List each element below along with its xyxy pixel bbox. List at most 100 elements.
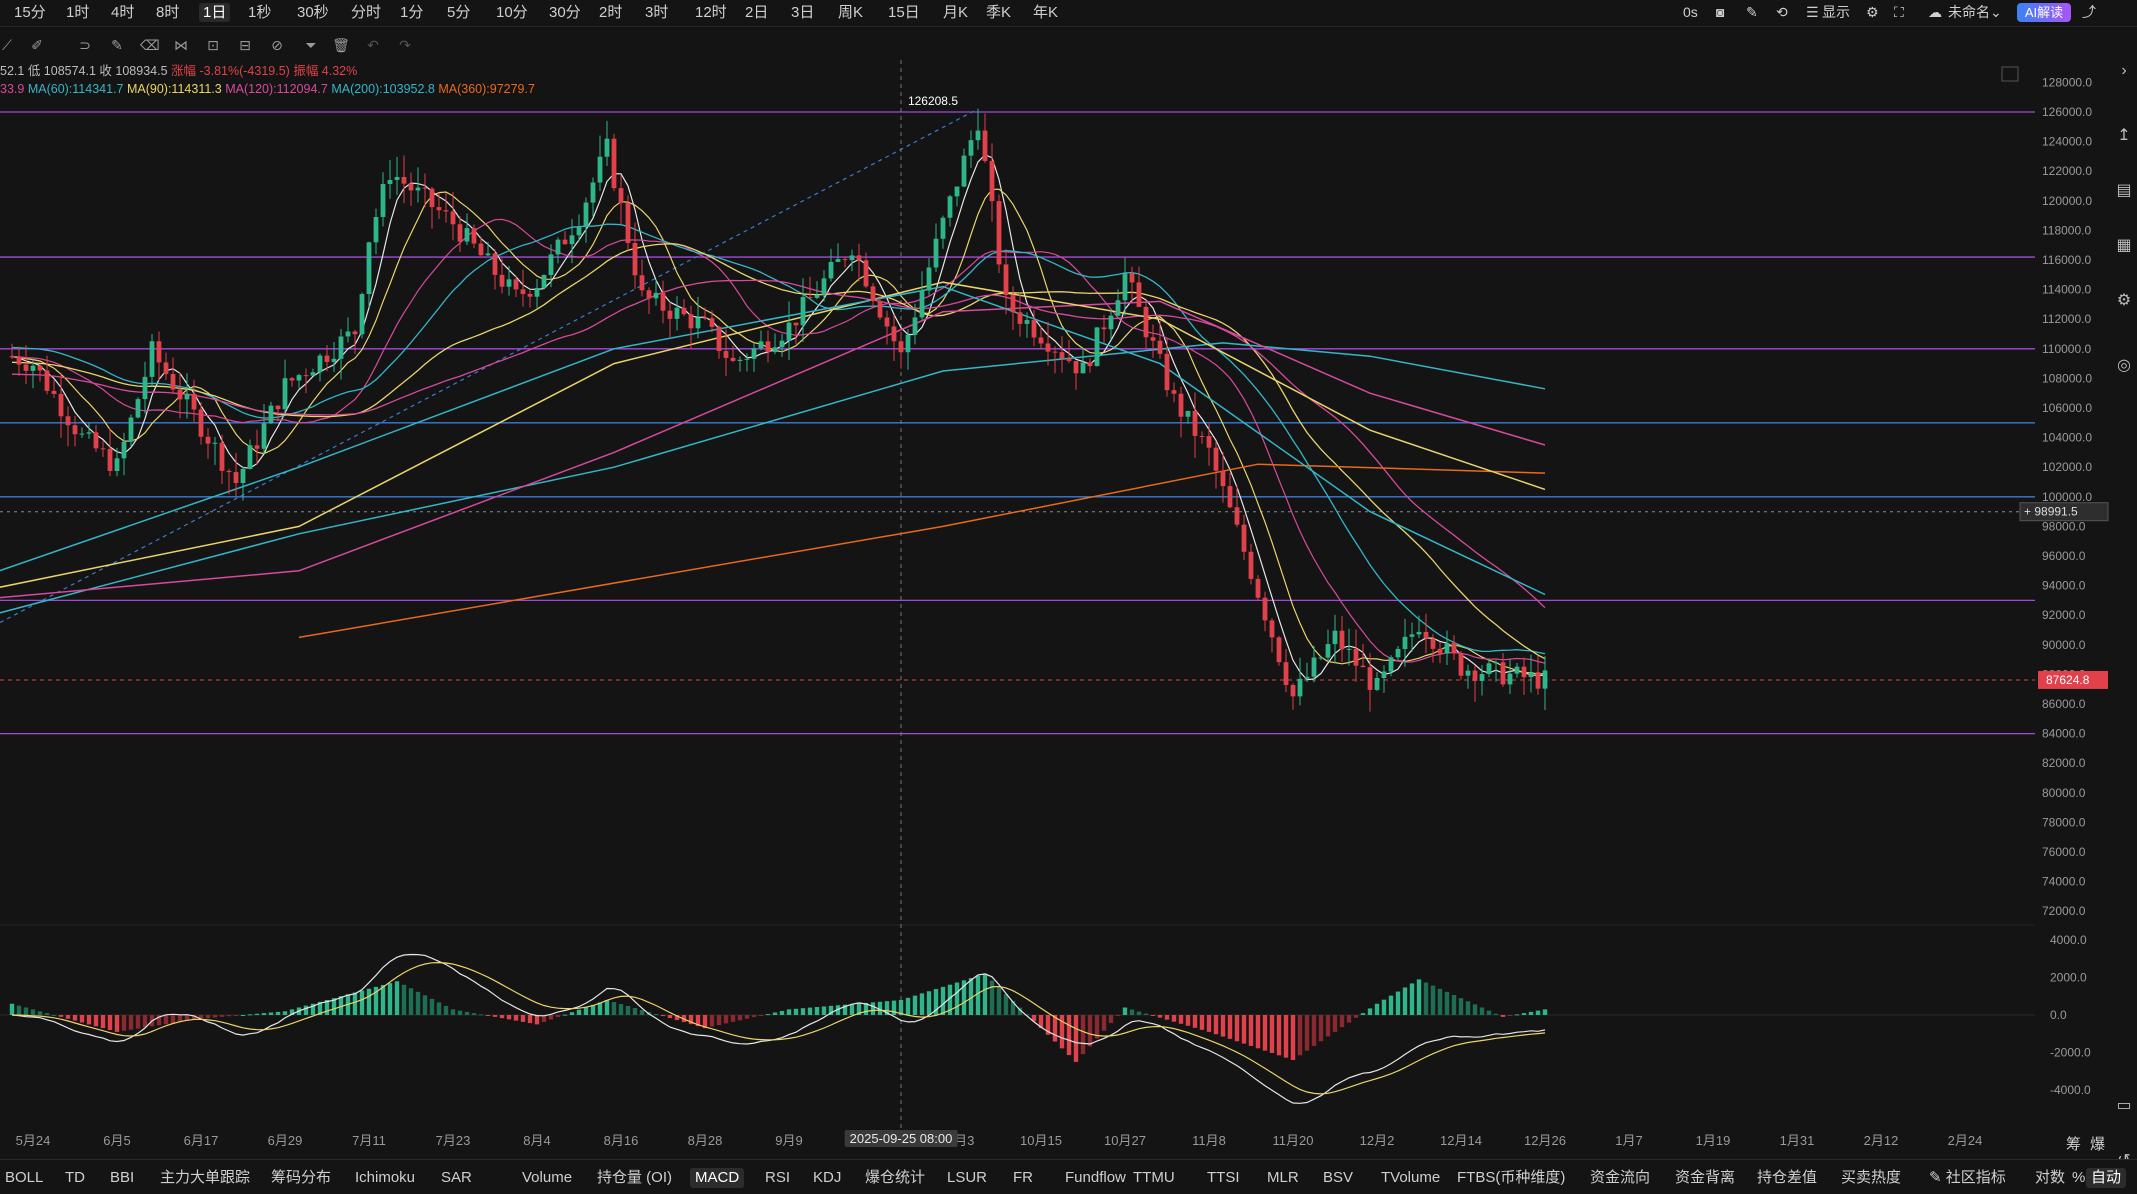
eraser-tool-icon[interactable]: ⌫ — [140, 37, 160, 53]
side-arrow-icon[interactable]: ↥ — [2117, 127, 2131, 144]
pen-tool-icon[interactable]: ✎ — [111, 37, 123, 53]
indicator-12[interactable]: 爆仓统计 — [865, 1169, 926, 1186]
indicator-5[interactable]: Ichimoku — [355, 1169, 416, 1186]
indicator-16[interactable]: TTMU — [1133, 1169, 1175, 1186]
side-layout-icon[interactable]: ▭ — [2116, 1097, 2132, 1114]
redo-icon[interactable]: ↷ — [399, 37, 411, 53]
timeframe-15[interactable]: 2日 — [745, 4, 769, 21]
side-compass-icon[interactable]: ◎ — [2117, 357, 2131, 374]
indicator-3[interactable]: 主力大单跟踪 — [160, 1169, 251, 1186]
timeframe-3[interactable]: 8时 — [156, 4, 180, 21]
indicator-20[interactable]: TVolume — [1381, 1169, 1441, 1186]
timeframe-4[interactable]: 1日 — [199, 3, 231, 22]
timeframe-5[interactable]: 1秒 — [248, 4, 272, 21]
timeframe-17[interactable]: 周K — [838, 4, 864, 21]
brush-tool-icon[interactable]: ✐ — [31, 37, 43, 53]
side-calendar-icon[interactable]: ▦ — [2116, 237, 2132, 254]
indicator-0[interactable]: BOLL — [5, 1169, 44, 1186]
candle-body — [1297, 678, 1303, 697]
macd-bar — [996, 987, 1002, 1015]
timeframe-11[interactable]: 30分 — [549, 4, 581, 21]
timeframe-10[interactable]: 10分 — [496, 4, 528, 21]
link-tool-icon[interactable]: ⊘ — [271, 37, 283, 53]
timeframe-8[interactable]: 1分 — [400, 4, 424, 21]
indicator-2[interactable]: BBI — [110, 1169, 135, 1186]
candle-body — [156, 341, 162, 363]
liquidation-label[interactable]: 爆 — [2090, 1136, 2106, 1153]
timeframe-12[interactable]: 2时 — [599, 4, 623, 21]
camera-icon[interactable]: ◙ — [1716, 4, 1725, 20]
side-list-icon[interactable]: ▤ — [2116, 182, 2132, 199]
indicator-25[interactable]: 买卖热度 — [1841, 1169, 1902, 1186]
candle-body — [905, 334, 911, 353]
indicator-17[interactable]: TTSI — [1207, 1169, 1240, 1186]
ai-interpret-button[interactable]: AI解读 — [2017, 3, 2071, 22]
date-tick: 5月24 — [15, 1133, 51, 1148]
indicator-7[interactable]: Volume — [522, 1169, 573, 1186]
magnet-tool-icon[interactable]: ⊃ — [79, 37, 91, 53]
cloud-icon[interactable]: ☁ — [1928, 4, 1942, 20]
timeframe-21[interactable]: 年K — [1033, 4, 1059, 21]
macd-bar — [226, 1015, 232, 1017]
timeframe-9[interactable]: 5分 — [447, 4, 471, 21]
candle-body — [1514, 666, 1520, 674]
chips-label[interactable]: 筹 — [2066, 1136, 2082, 1153]
measure-tool-icon[interactable]: ⊟ — [239, 37, 251, 53]
indicator-18[interactable]: MLR — [1267, 1169, 1299, 1186]
timeframe-13[interactable]: 3时 — [645, 4, 669, 21]
timeframe-16[interactable]: 3日 — [791, 4, 815, 21]
pencil-icon[interactable]: ✎ — [1746, 4, 1758, 20]
indicator-15[interactable]: Fundflow — [1065, 1169, 1126, 1186]
settings-icon[interactable]: ⚙ — [1866, 4, 1879, 20]
timeframe-0[interactable]: 15分 — [14, 4, 46, 21]
filter-tool-icon[interactable]: ⏷ — [305, 37, 317, 53]
auto-scale-toggle[interactable]: 自动 — [2086, 1168, 2127, 1188]
indicator-9[interactable]: MACD — [690, 1168, 745, 1188]
lock-tool-icon[interactable]: ⊡ — [207, 37, 219, 53]
timeframe-20[interactable]: 季K — [986, 4, 1012, 21]
share-icon[interactable]: ⤴ — [2082, 4, 2096, 20]
indicator-21[interactable]: FTBS(币种维度) — [1457, 1169, 1566, 1186]
candle-body — [1521, 666, 1527, 678]
timeframe-18[interactable]: 15日 — [888, 4, 920, 21]
undo-icon[interactable]: ↶ — [367, 37, 379, 53]
timeframe-1[interactable]: 1时 — [66, 4, 90, 21]
community-indicators-button[interactable]: ✎ 社区指标 — [1924, 1168, 2011, 1188]
indicator-22[interactable]: 资金流向 — [1590, 1169, 1651, 1186]
side-settings-icon[interactable]: ⚙ — [2116, 292, 2132, 309]
indicator-24[interactable]: 持仓差值 — [1757, 1169, 1818, 1186]
pattern-tool-icon[interactable]: ⋈ — [174, 37, 188, 53]
indicator-1[interactable]: TD — [65, 1169, 85, 1186]
candle-body — [989, 161, 995, 202]
indicator-14[interactable]: FR — [1013, 1169, 1033, 1186]
line-tool-icon[interactable]: ⟋ — [2, 37, 12, 53]
percent-scale-toggle[interactable]: % — [2072, 1169, 2086, 1186]
fullscreen-icon[interactable]: ⛶ — [1894, 4, 1904, 20]
indicator-10[interactable]: RSI — [765, 1169, 791, 1186]
indicator-13[interactable]: LSUR — [947, 1169, 988, 1186]
candle-body — [1493, 662, 1499, 664]
display-button[interactable]: 显示 — [1822, 4, 1850, 20]
timeframe-14[interactable]: 12时 — [695, 4, 727, 21]
collapse-icon[interactable]: › — [2121, 62, 2127, 79]
timeframe-7[interactable]: 分时 — [351, 4, 382, 21]
log-scale-toggle[interactable]: 对数 — [2035, 1169, 2066, 1186]
indicator-11[interactable]: KDJ — [813, 1169, 842, 1186]
timeframe-6[interactable]: 30秒 — [297, 4, 329, 21]
candle-body — [1479, 674, 1485, 681]
timeframe-19[interactable]: 月K — [943, 4, 969, 21]
indicator-6[interactable]: SAR — [441, 1169, 472, 1186]
replay-icon[interactable]: ⟲ — [1776, 4, 1788, 20]
candle-body — [44, 370, 50, 391]
indicator-4[interactable]: 筹码分布 — [271, 1169, 332, 1186]
indicator-8[interactable]: 持仓量 (OI) — [597, 1169, 672, 1186]
indicator-19[interactable]: BSV — [1323, 1169, 1354, 1186]
layout-name-button[interactable]: 未命名 — [1948, 4, 1990, 20]
price-tick: 92000.0 — [2042, 608, 2086, 622]
chevron-down-icon[interactable]: ⌄ — [1990, 4, 2002, 20]
timeframe-2[interactable]: 4时 — [111, 4, 135, 21]
indicator-23[interactable]: 资金背离 — [1675, 1169, 1736, 1186]
list-icon[interactable]: ☰ — [1806, 4, 1819, 20]
trash-icon[interactable]: 🗑 — [332, 37, 350, 53]
